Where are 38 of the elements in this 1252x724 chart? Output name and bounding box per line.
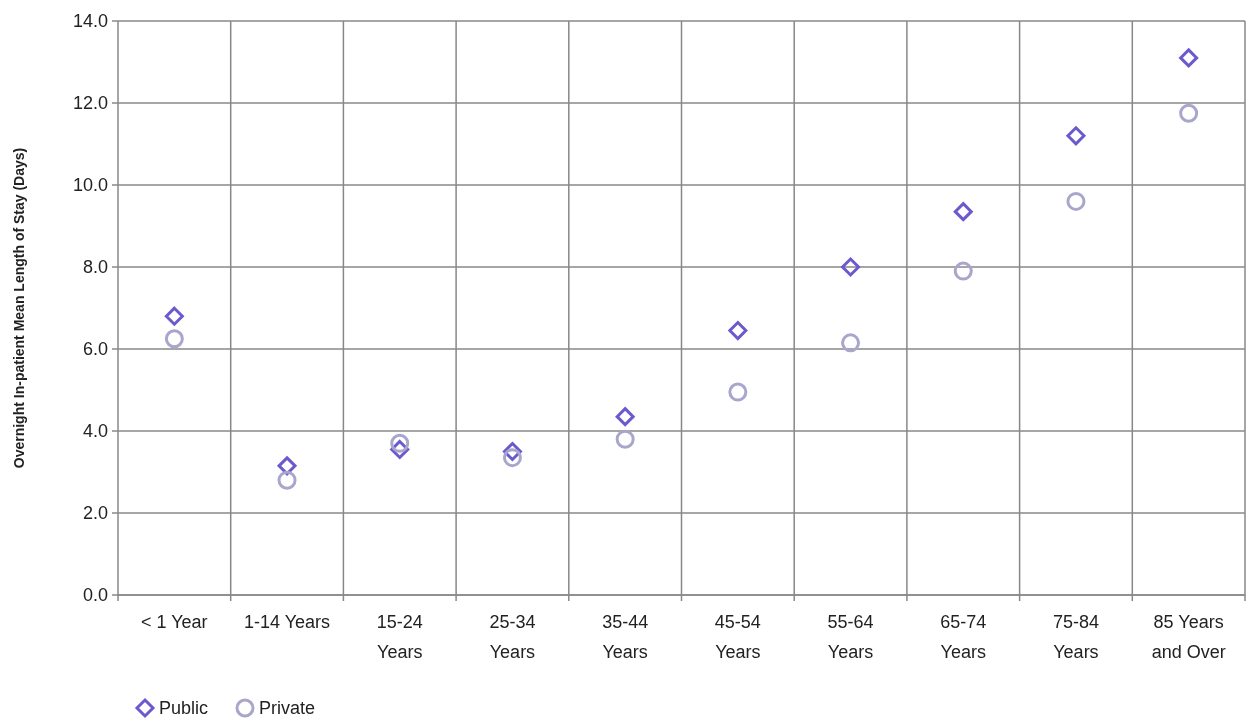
y-tick-label: 14.0 bbox=[72, 11, 108, 32]
point bbox=[728, 382, 748, 402]
point bbox=[502, 448, 522, 468]
y-tick-label: 6.0 bbox=[82, 339, 108, 360]
point bbox=[1066, 126, 1086, 146]
point bbox=[1179, 103, 1199, 123]
y-tick-label: 8.0 bbox=[82, 257, 108, 278]
legend-label: Public bbox=[159, 698, 209, 719]
x-tick-label: 85 Years and Over bbox=[1151, 612, 1226, 662]
x-tick-label: 45-54 Years bbox=[714, 612, 761, 662]
x-tick-label: 65-74 Years bbox=[940, 612, 987, 662]
y-axis-title: Overnight In-patient Mean Length of Stay (Days) bbox=[11, 147, 27, 469]
point bbox=[1179, 48, 1199, 68]
y-tick-label: 12.0 bbox=[72, 93, 108, 114]
point bbox=[164, 306, 184, 326]
y-tick-label: 0.0 bbox=[82, 585, 108, 606]
x-tick-label: 25-34 Years bbox=[489, 612, 536, 662]
x-tick-label: 15-24 Years bbox=[376, 612, 423, 662]
x-tick-label: 75-84 Years bbox=[1052, 612, 1099, 662]
point bbox=[728, 321, 748, 341]
y-tick-label: 4.0 bbox=[82, 421, 108, 442]
point bbox=[277, 470, 297, 490]
x-tick-label: 1-14 Years bbox=[244, 612, 331, 632]
legend-label: Private bbox=[259, 698, 316, 719]
point bbox=[841, 257, 861, 277]
y-tick-label: 10.0 bbox=[72, 175, 108, 196]
point bbox=[615, 429, 635, 449]
point bbox=[615, 407, 635, 427]
x-tick-label: < 1 Year bbox=[141, 612, 208, 632]
point bbox=[953, 202, 973, 222]
x-tick-label: 55-64 Years bbox=[827, 612, 874, 662]
x-tick-label: 35-44 Years bbox=[602, 612, 649, 662]
point bbox=[953, 261, 973, 281]
y-tick-label: 2.0 bbox=[82, 503, 108, 524]
point bbox=[1066, 191, 1086, 211]
point bbox=[164, 329, 184, 349]
point bbox=[390, 433, 410, 453]
point bbox=[841, 333, 861, 353]
